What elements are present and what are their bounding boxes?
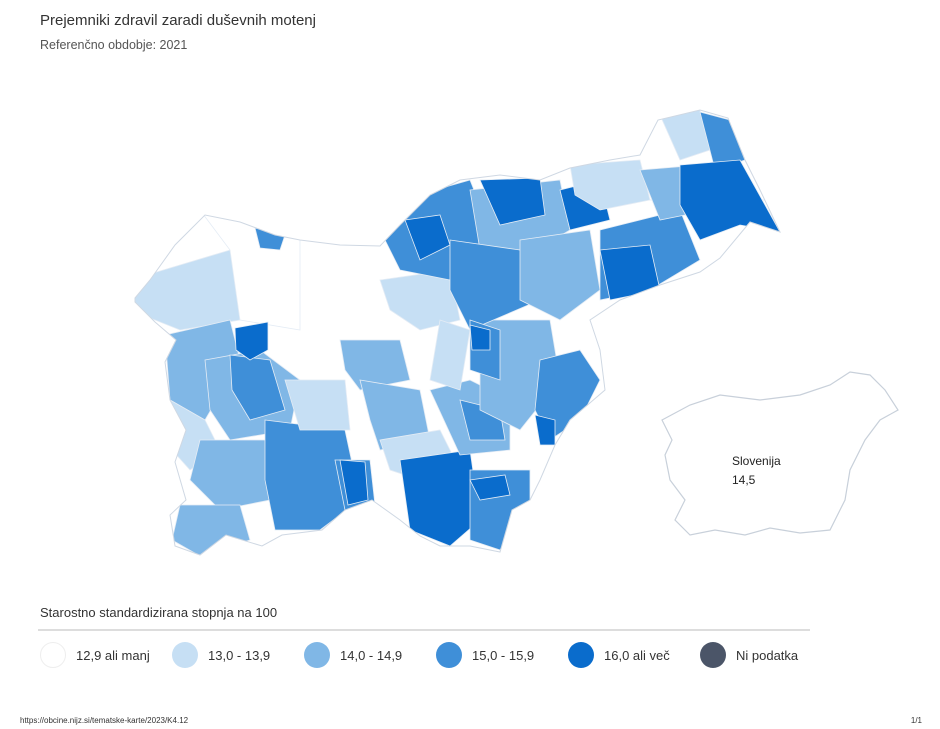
inset-slovenia[interactable] [661,371,899,536]
legend-label: 15,0 - 15,9 [472,647,535,663]
map-title: Prejemniki zdravil zaradi duševnih moten… [40,12,316,29]
inset-value: 14,5 [732,473,756,487]
legend-item-5: Ni podatka [700,642,832,668]
legend-title: Starostno standardizirana stopnja na 100 [40,605,278,620]
legend-swatch [40,642,66,668]
municipality-region[interactable] [469,324,491,351]
municipality-region[interactable] [429,319,471,391]
legend-label: 12,9 ali manj [76,647,150,663]
legend-label: 16,0 ali več [604,647,670,663]
municipality-region[interactable] [339,459,369,506]
country-outline [134,109,781,556]
inset-name: Slovenija [732,454,781,468]
legend-label: Ni podatka [736,647,799,663]
footer-url: https://obcine.nijz.si/tematske-karte/20… [20,716,189,725]
municipality-region[interactable] [189,439,271,511]
map-subtitle: Referenčno obdobje: 2021 [40,38,188,52]
legend-item-2: 14,0 - 14,9 [304,642,436,668]
municipality-region[interactable] [469,474,511,501]
municipality-region[interactable] [254,227,286,251]
slovenia-map [134,109,899,556]
legend-item-3: 15,0 - 15,9 [436,642,568,668]
legend-swatch [700,642,726,668]
municipality-region[interactable] [234,321,269,361]
municipality-region[interactable] [679,159,780,241]
legend-swatch [172,642,198,668]
municipality-region[interactable] [229,354,286,421]
municipality-region[interactable] [569,159,651,211]
legend-item-1: 13,0 - 13,9 [172,642,304,668]
legend-item-0: 12,9 ali manj [40,642,172,668]
municipality-region[interactable] [479,177,546,226]
legend: 12,9 ali manj 13,0 - 13,9 14,0 - 14,9 15… [40,642,832,668]
legend-swatch [304,642,330,668]
municipality-region[interactable] [599,244,661,301]
legend-label: 14,0 - 14,9 [340,647,403,663]
legend-item-4: 16,0 ali več [568,642,700,668]
municipality-region[interactable] [284,379,351,431]
municipality-region[interactable] [519,229,601,321]
municipality-region[interactable] [449,239,541,331]
inset-label: Slovenija 14,5 [732,452,781,490]
page-number: 1/1 [910,716,922,725]
legend-divider [38,629,810,631]
legend-label: 13,0 - 13,9 [208,647,271,663]
legend-swatch [568,642,594,668]
legend-swatch [436,642,462,668]
